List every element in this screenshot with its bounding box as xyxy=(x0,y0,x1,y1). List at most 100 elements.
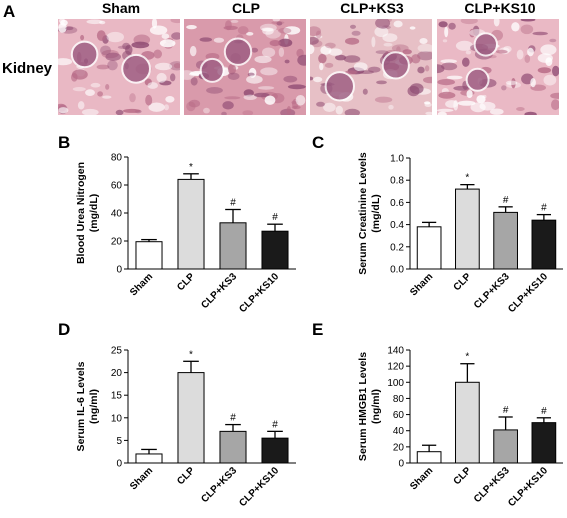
chart-c-category-label: CLP+KS10 xyxy=(506,271,550,315)
chart-d-bar-0 xyxy=(135,453,163,464)
chart-e-bar-0 xyxy=(416,451,442,464)
chart-e-significance-mark: # xyxy=(541,406,547,417)
column-title-clp-ks3: CLP+KS3 xyxy=(340,0,404,16)
chart-b-y-tick-label: 0 xyxy=(116,265,122,276)
chart-e-category-label: CLP+KS3 xyxy=(472,465,512,505)
panel-letter-d: D xyxy=(58,320,71,339)
chart-d-bar-1 xyxy=(177,372,205,464)
chart-c-category-label: Sham xyxy=(408,271,435,298)
chart-e-category-label: CLP+KS10 xyxy=(506,465,550,509)
chart-b-significance-mark: # xyxy=(230,198,236,209)
chart-d-y-tick-label: 25 xyxy=(111,346,123,357)
chart-b-y-tick-label: 60 xyxy=(111,181,123,192)
chart-b-category-label: CLP xyxy=(175,271,197,293)
chart-d-category-label: CLP+KS10 xyxy=(237,465,281,509)
chart-d-y-tick-label: 0 xyxy=(116,459,122,470)
panel-letter-e: E xyxy=(312,320,324,339)
chart-b-bar-0 xyxy=(135,241,163,270)
chart-e-y-label: Serum HMGB1 Levels xyxy=(357,352,369,461)
chart-c-bar-0 xyxy=(416,226,442,270)
chart-c-y-label-unit: (mg/dL) xyxy=(370,194,382,233)
chart-e-bar-1 xyxy=(455,381,480,464)
chart-c-y-tick-label: 0.2 xyxy=(390,242,404,253)
chart-b-y-tick-label: 40 xyxy=(111,209,123,220)
chart-d-y-tick-label: 10 xyxy=(111,413,123,424)
kidney-histology-clp xyxy=(184,19,306,115)
histology-image-clp-ks10 xyxy=(437,19,559,115)
chart-d-significance-mark: * xyxy=(189,349,193,360)
column-title-sham: Sham xyxy=(101,0,141,16)
chart-e-y-tick-label: 40 xyxy=(393,426,405,437)
chart-e-category-label: CLP xyxy=(452,465,474,487)
chart-c-bar-3 xyxy=(531,219,557,270)
chart-e-bar-3 xyxy=(531,422,557,464)
chart-e-significance-mark: # xyxy=(503,405,509,416)
chart-c-y-tick-label: 0.6 xyxy=(390,198,404,209)
chart-c-y-tick-label: 0.8 xyxy=(390,176,404,187)
chart-d-category-label: CLP+KS3 xyxy=(199,465,239,505)
chart-e-y-tick-label: 0 xyxy=(398,459,404,470)
chart-e-y-tick-label: 80 xyxy=(393,394,405,405)
chart-d-category-label: Sham xyxy=(128,465,155,492)
histology-image-clp xyxy=(184,19,306,115)
kidney-histology-clp-ks3 xyxy=(310,19,432,115)
chart-d-y-tick-label: 15 xyxy=(111,391,123,402)
chart-d-category-label: CLP xyxy=(175,465,197,487)
chart-d-significance-mark: # xyxy=(272,419,278,430)
histology-image-clp-ks3 xyxy=(310,19,432,115)
chart-e-y-label-unit: (ng/ml) xyxy=(370,389,382,424)
chart-d-y-tick-label: 20 xyxy=(111,368,123,379)
tissue-texture xyxy=(184,19,306,115)
chart-c-y-label: Serum Creatinine Levels xyxy=(357,152,369,275)
chart-b-bar-1 xyxy=(177,178,205,270)
chart-b-bar-3 xyxy=(261,230,289,270)
chart-b-bar-2 xyxy=(219,222,247,270)
panel-letter-b: B xyxy=(58,133,71,152)
chart-c-y-tick-label: 0.0 xyxy=(390,265,404,276)
row-label-kidney: Kidney xyxy=(2,60,53,77)
chart-e-y-tick-label: 100 xyxy=(387,378,404,389)
chart-d-bar-3 xyxy=(261,437,289,464)
chart-c-y-tick-label: 1.0 xyxy=(390,154,404,165)
chart-b-significance-mark: * xyxy=(189,162,193,173)
histology-image-sham xyxy=(58,19,180,115)
chart-e-y-tick-label: 60 xyxy=(393,410,405,421)
panel-letter-a: A xyxy=(3,2,16,21)
tissue-texture xyxy=(58,19,180,115)
kidney-histology-sham xyxy=(58,19,180,115)
chart-b-y-label-unit: (mg/dL) xyxy=(88,194,100,233)
chart-c-bar-1 xyxy=(455,188,480,270)
chart-c-category-label: CLP+KS3 xyxy=(472,271,512,311)
chart-c-significance-mark: # xyxy=(503,195,509,206)
chart-b-category-label: CLP+KS10 xyxy=(237,271,281,315)
chart-d-bar-2 xyxy=(219,430,247,464)
chart-c-category-label: CLP xyxy=(452,271,474,293)
tissue-texture xyxy=(437,19,559,115)
chart-e-bar-2 xyxy=(493,429,518,464)
chart-e-y-tick-label: 120 xyxy=(387,362,404,373)
chart-c-significance-mark: * xyxy=(465,173,469,184)
chart-b-significance-mark: # xyxy=(272,212,278,223)
chart-d-y-label: Serum IL-6 Levels xyxy=(75,361,87,451)
chart-e-category-label: Sham xyxy=(408,465,435,492)
chart-c-bar-2 xyxy=(493,211,518,270)
chart-b-y-label: Blood Urea Nitrogen xyxy=(75,162,87,264)
column-title-clp: CLP xyxy=(232,0,260,16)
kidney-histology-clp-ks10 xyxy=(437,19,559,115)
chart-e-y-tick-label: 20 xyxy=(393,442,405,453)
chart-d-significance-mark: # xyxy=(230,413,236,424)
chart-d-y-tick-label: 5 xyxy=(116,436,122,447)
chart-e-y-tick-label: 140 xyxy=(387,346,404,357)
chart-c-y-tick-label: 0.4 xyxy=(390,220,404,231)
chart-b-category-label: CLP+KS3 xyxy=(199,271,239,311)
chart-d-y-label-unit: (ng/ml) xyxy=(88,389,100,424)
column-title-clp-ks10: CLP+KS10 xyxy=(464,0,536,16)
chart-e-significance-mark: * xyxy=(465,352,469,363)
tissue-texture xyxy=(310,19,432,115)
chart-b-y-tick-label: 80 xyxy=(111,153,123,164)
chart-b-category-label: Sham xyxy=(128,271,155,298)
chart-b-y-tick-label: 20 xyxy=(111,237,123,248)
panel-letter-c: C xyxy=(312,133,325,152)
chart-c-significance-mark: # xyxy=(541,203,547,214)
